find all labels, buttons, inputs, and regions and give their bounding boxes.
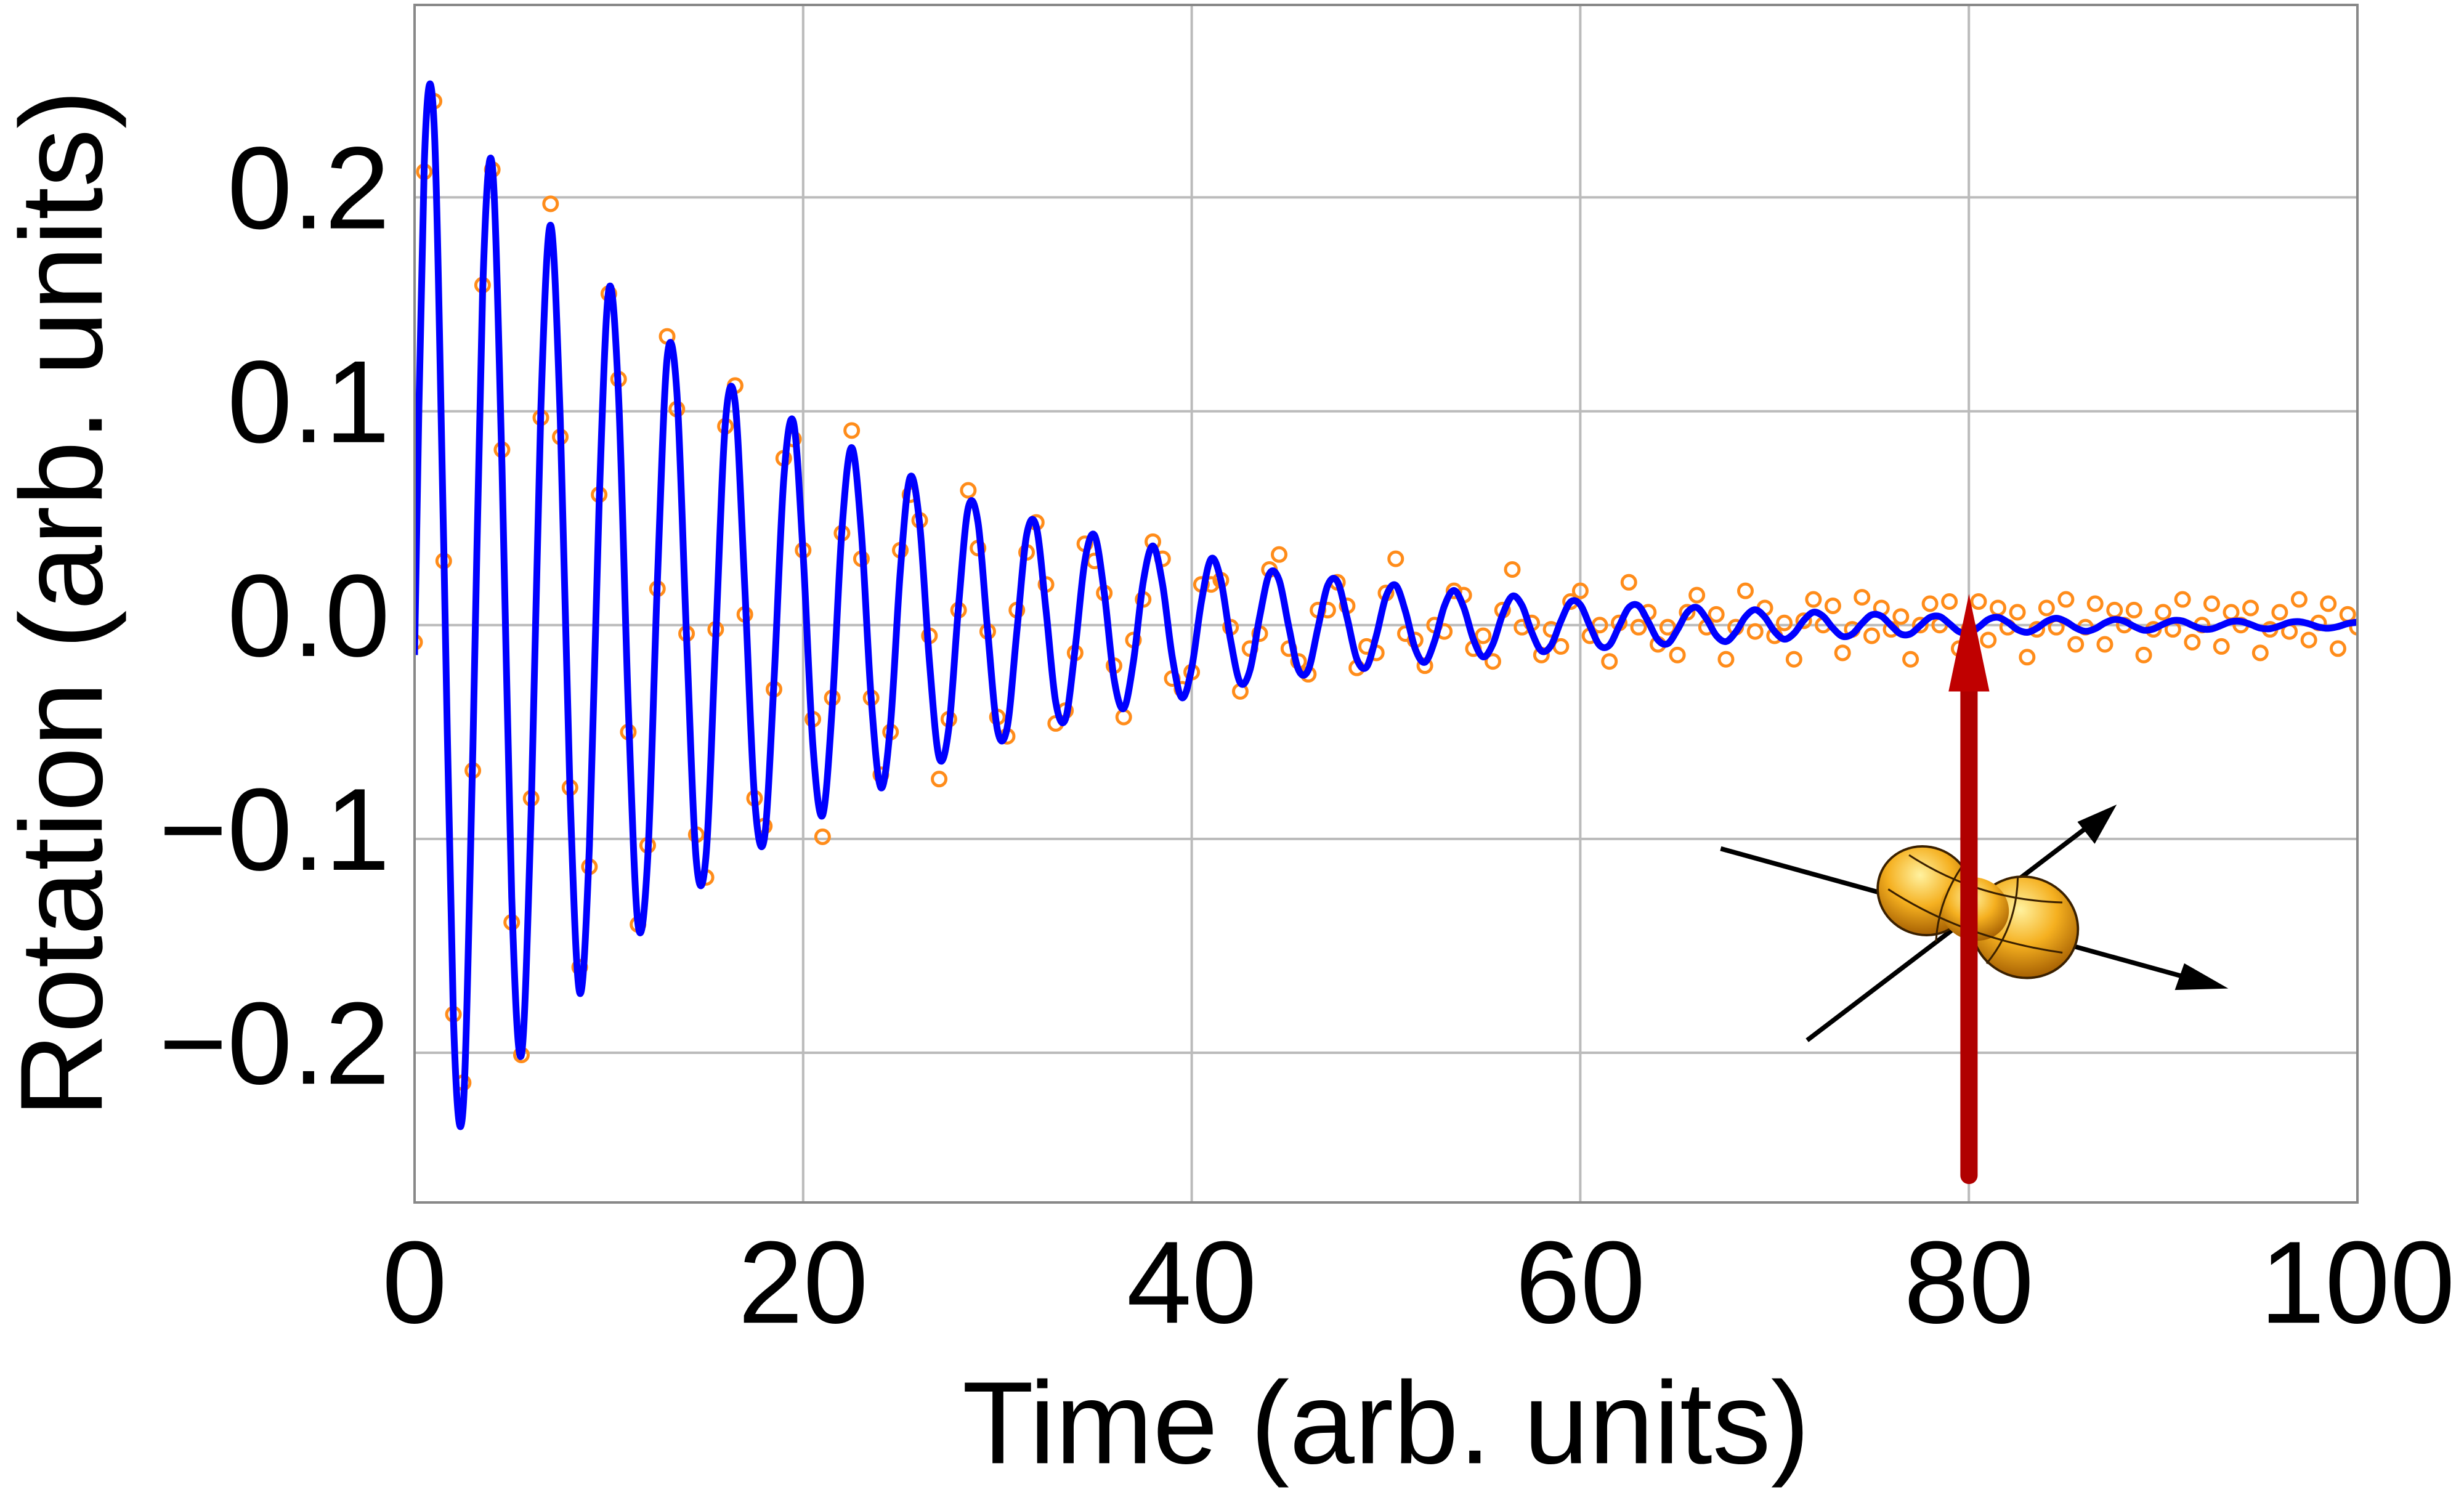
data-point	[2086, 595, 2104, 612]
data-point	[1785, 651, 1802, 668]
data-point	[1863, 627, 1880, 644]
data-point	[1854, 589, 1871, 606]
x-tick-label: 20	[738, 1217, 868, 1348]
data-point	[1620, 574, 1637, 591]
data-point	[1834, 644, 1851, 662]
plot-area	[415, 80, 2357, 1130]
data-point	[2038, 599, 2055, 617]
fit-line	[415, 80, 2357, 1130]
data-point	[1795, 612, 1812, 630]
data-point	[2290, 591, 2308, 608]
data-point	[1717, 651, 1735, 668]
y-tick-label: 0.0	[227, 551, 390, 681]
data-point	[1669, 646, 1686, 663]
y-axis-label: Rotation (arb. units)	[0, 90, 127, 1118]
data-point	[2067, 636, 2085, 653]
data-point	[2349, 618, 2357, 636]
data-point	[2213, 638, 2230, 655]
data-point	[1970, 593, 1987, 610]
data-point	[814, 828, 831, 845]
data-point	[2106, 601, 2123, 618]
data-point	[2320, 595, 2337, 612]
data-point	[1484, 653, 1501, 670]
y-tick-label: −0.1	[159, 764, 390, 895]
data-point	[1708, 606, 1725, 623]
data-point	[1824, 597, 1841, 614]
data-point	[2184, 633, 2201, 651]
y-tick-label: 0.2	[227, 123, 390, 254]
x-tick-label: 100	[2259, 1217, 2455, 1348]
data-point	[415, 633, 423, 651]
data-point	[2125, 601, 2142, 618]
data-point	[1115, 708, 1132, 726]
x-tick-label: 0	[382, 1217, 447, 1348]
data-point	[2203, 595, 2220, 612]
data-point	[1601, 653, 1618, 670]
data-point	[1445, 582, 1462, 599]
data-point	[2300, 631, 2317, 649]
data-point	[1271, 546, 1288, 563]
x-tick-label: 40	[1127, 1217, 1257, 1348]
data-point	[2096, 636, 2113, 653]
data-point	[2174, 591, 2191, 608]
data-point	[2329, 640, 2346, 657]
data-point	[1737, 582, 1754, 599]
data-point	[2223, 604, 2240, 621]
data-point	[931, 771, 948, 788]
data-point	[1990, 599, 2007, 617]
labels: Time (arb. units) Rotation (arb. units) …	[0, 90, 2455, 1488]
data-point	[1902, 651, 1919, 668]
data-point	[1746, 623, 1764, 640]
data-point	[1941, 593, 1958, 610]
data-point	[1892, 608, 1910, 625]
data-point	[843, 422, 861, 439]
x-tick-label: 60	[1515, 1217, 1645, 1348]
data-point	[542, 195, 559, 213]
x-axis-label: Time (arb. units)	[962, 1358, 1810, 1488]
data-point	[1504, 561, 1521, 578]
data-point	[960, 482, 977, 499]
data-point	[2155, 604, 2172, 621]
data-point	[1805, 591, 1822, 608]
data-point	[1475, 627, 1492, 644]
y-tick-label: −0.2	[159, 978, 390, 1109]
data-point	[1659, 618, 1676, 636]
data-point	[1980, 631, 1997, 649]
data-point	[1679, 604, 1696, 621]
data-point	[2251, 644, 2269, 662]
data-point	[2242, 599, 2259, 617]
data-point	[2019, 649, 2036, 666]
data-point	[1630, 618, 1647, 636]
data-point	[1688, 586, 1706, 604]
data-point	[1571, 582, 1589, 599]
x-tick-label: 80	[1904, 1217, 2034, 1348]
data-point	[1387, 550, 1404, 567]
data-point	[1911, 617, 1929, 634]
data-point	[2135, 646, 2152, 663]
molecule-illustration	[1720, 594, 2229, 1185]
data-point	[1776, 614, 1793, 631]
data-point	[2271, 604, 2288, 621]
data-point	[1921, 595, 1939, 612]
plot-frame	[413, 4, 2359, 1204]
data-point	[2339, 606, 2356, 623]
data-point	[2057, 591, 2075, 608]
data-point	[2009, 604, 2026, 621]
y-tick-label: 0.1	[227, 337, 390, 468]
